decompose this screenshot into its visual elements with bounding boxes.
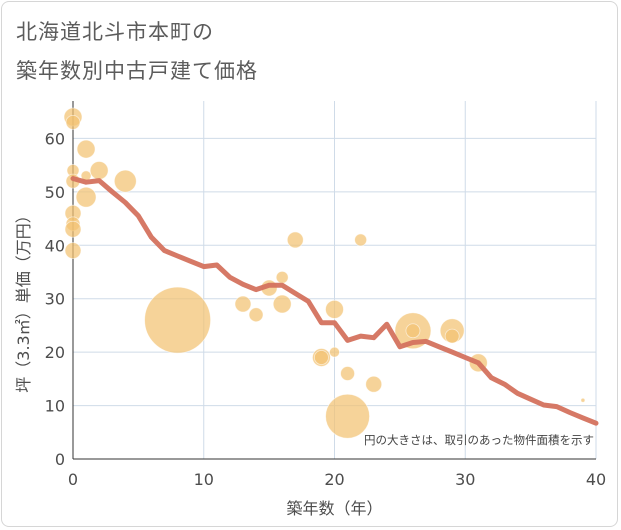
bubble [275,270,289,284]
bubble [286,231,304,249]
bubble [272,294,292,314]
y-tick-label: 50 [45,183,65,202]
y-tick-label: 10 [45,397,65,416]
bubble [75,186,97,208]
y-tick-label: 30 [45,290,65,309]
bubble [340,366,355,381]
y-tick-label: 0 [55,450,65,469]
bubble [113,169,137,193]
tick-labels: 0 10 20 30 40 0 10 20 30 40 50 60 [45,129,607,489]
x-axis-label: 築年数（年） [286,499,382,518]
bubbles [63,107,586,439]
x-tick-label: 10 [194,470,214,489]
x-tick-label: 0 [68,470,78,489]
bubble [76,139,96,159]
bubble [65,114,81,130]
y-axis-label: 坪（3.3㎡）単価（万円） [14,207,33,392]
bubble-size-note: 円の大きさは、取引のあった物件面積を示す [364,433,594,447]
x-tick-label: 20 [324,470,344,489]
bubble [234,295,252,313]
bubble [89,161,109,180]
y-tick-label: 40 [45,236,65,255]
x-tick-label: 30 [455,470,475,489]
bubble [329,346,340,358]
bubble [354,233,368,247]
bubble [580,397,586,403]
y-tick-label: 60 [45,129,65,148]
x-tick-label: 40 [586,470,606,489]
bubble [64,220,82,238]
trend-line-group [70,176,599,426]
trend-line [70,176,599,426]
bubble [144,286,212,354]
bubble [405,323,421,339]
y-tick-label: 20 [45,343,65,362]
bubble [248,307,264,323]
bubble [325,299,344,319]
bubble [365,375,383,393]
bubble [64,242,82,260]
chart-title-line1: 北海道北斗市本町の [16,20,214,44]
bubble [314,350,329,365]
chart-title-line2: 築年数別中古戸建て価格 [16,59,258,83]
bubble [444,328,460,344]
bubble [325,393,370,439]
axis-lines [72,101,596,460]
